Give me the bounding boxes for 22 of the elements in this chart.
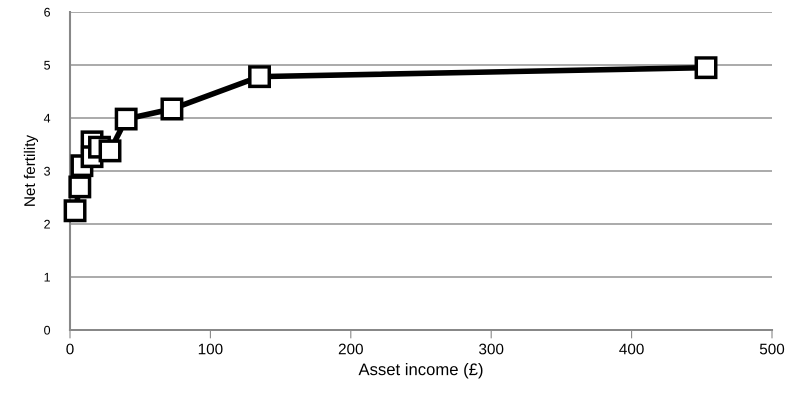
y-tick-label: 0 <box>44 326 50 335</box>
point <box>64 199 87 222</box>
y-tick-label: 4 <box>44 114 50 123</box>
x-tick-label: 0 <box>66 344 74 354</box>
y-tick-label: 5 <box>44 60 50 70</box>
point <box>248 65 271 88</box>
y-tick-label: 6 <box>44 8 50 17</box>
y-tick-label: 3 <box>44 166 50 176</box>
point <box>114 108 138 131</box>
x-tick-label: 200 <box>338 344 363 354</box>
point <box>160 98 184 120</box>
y-axis-title: Net fertility <box>24 134 38 206</box>
point <box>694 56 718 80</box>
x-tick-label: 100 <box>198 344 223 354</box>
x-tick-label: 500 <box>760 344 784 354</box>
point <box>68 175 92 198</box>
y-tick-label: 2 <box>44 220 50 229</box>
y-tick-label: 1 <box>44 272 50 282</box>
x-tick-label: 300 <box>479 344 504 354</box>
x-tick-label: 400 <box>619 344 644 354</box>
x-axis-title: Asset income (£) <box>358 362 482 379</box>
point <box>98 139 122 162</box>
